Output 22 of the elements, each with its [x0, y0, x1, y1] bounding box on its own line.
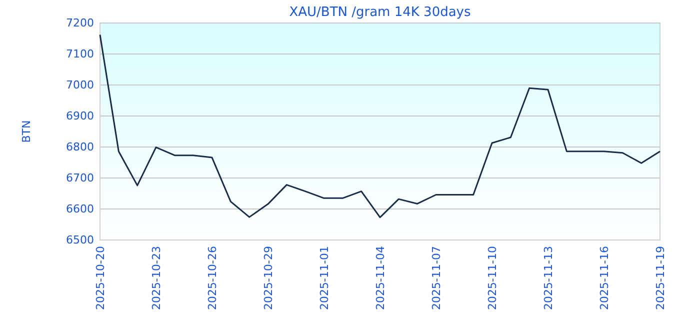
- x-tick-label: 2025-11-07: [430, 246, 443, 310]
- x-tick-label: 2025-10-23: [150, 246, 163, 310]
- y-tick-label: 7200: [66, 16, 94, 30]
- x-tick-label: 2025-10-26: [206, 246, 219, 310]
- x-tick-label: 2025-10-29: [262, 246, 275, 310]
- y-tick-label: 6500: [66, 234, 94, 247]
- x-tick-label: 2025-11-19: [654, 246, 667, 310]
- line-series: [99, 34, 661, 218]
- x-tick-label: 2025-11-16: [598, 246, 611, 310]
- y-tick-label: 7100: [66, 48, 94, 61]
- x-tick-label: 2025-11-10: [486, 246, 499, 310]
- x-tick-label: 2025-10-20: [94, 246, 107, 310]
- x-tick-label: 2025-11-01: [318, 246, 331, 310]
- chart-title: XAU/BTN /gram 14K 30days: [289, 5, 472, 20]
- y-tick-label: 6800: [66, 140, 94, 154]
- y-tick-label: 6600: [66, 202, 94, 216]
- y-axis-title: BTN: [20, 120, 33, 143]
- x-tick-label: 2025-11-04: [374, 246, 387, 310]
- y-tick-label: 6700: [66, 172, 94, 185]
- y-tick-label: 7000: [66, 78, 94, 92]
- y-tick-label: 6900: [66, 110, 94, 123]
- x-tick-label: 2025-11-13: [542, 246, 555, 310]
